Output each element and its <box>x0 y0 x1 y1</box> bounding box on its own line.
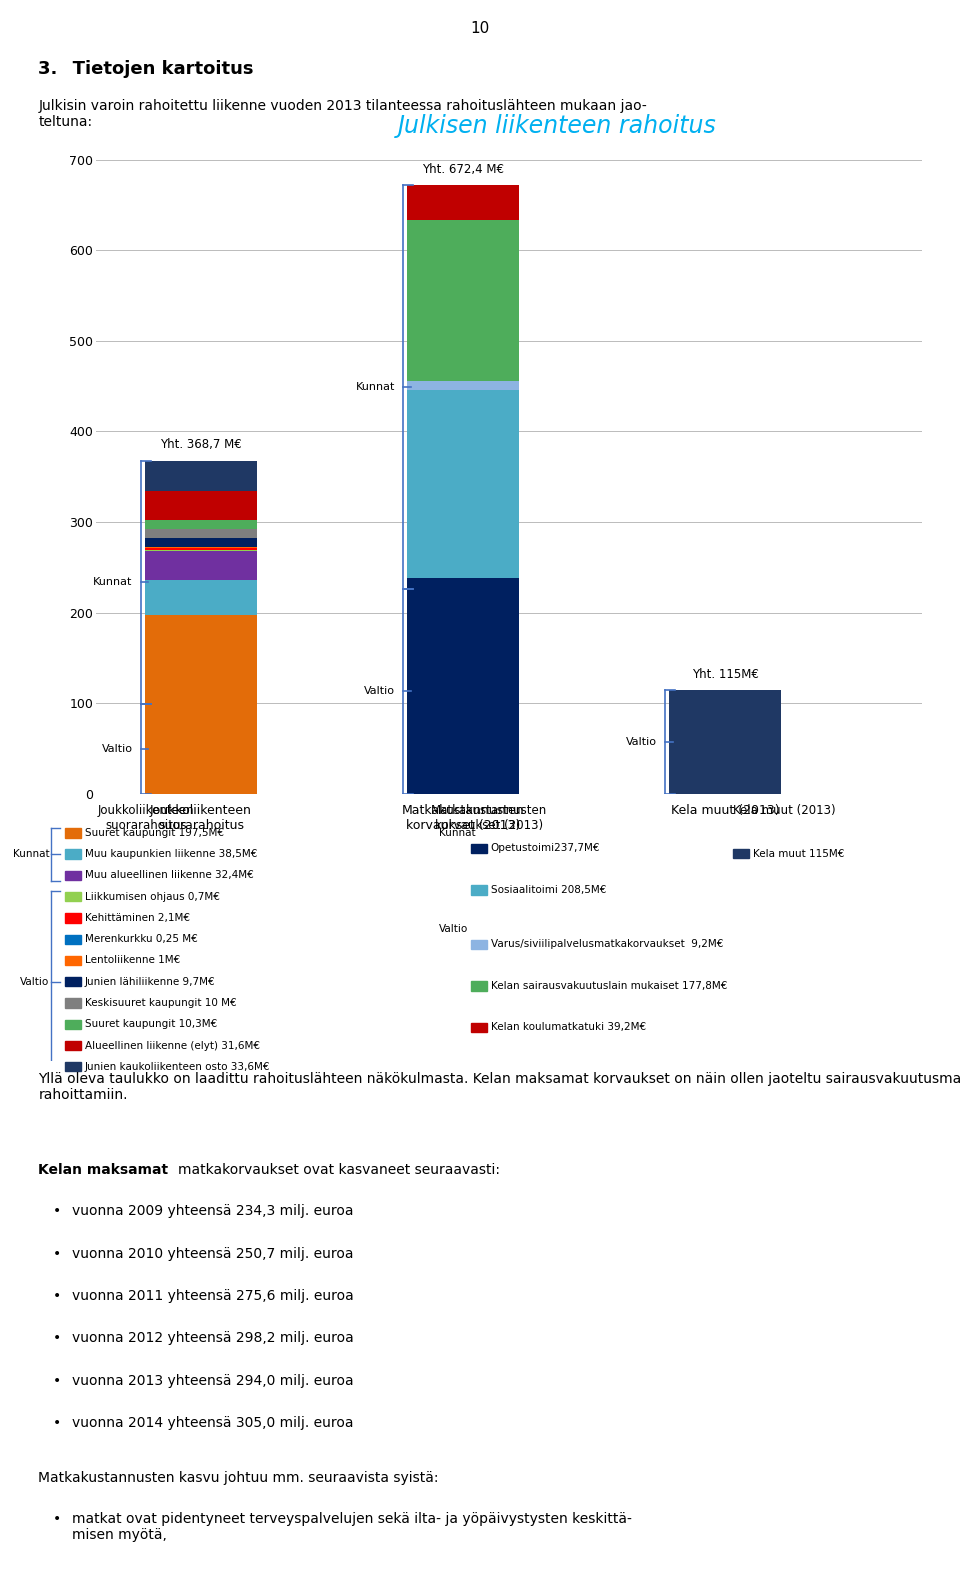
Text: Valtio: Valtio <box>440 924 468 934</box>
Text: Julkisen liikenteen rahoitus: Julkisen liikenteen rahoitus <box>397 115 716 138</box>
Bar <box>407 220 518 382</box>
Text: Kelan koulumatkatuki 39,2M€: Kelan koulumatkatuki 39,2M€ <box>491 1022 646 1033</box>
Bar <box>471 1023 488 1033</box>
Text: Yllä oleva taulukko on laadittu rahoituslähteen näkökulmasta. Kelan maksamat kor: Yllä oleva taulukko on laadittu rahoitus… <box>38 1072 960 1102</box>
Text: Junien lähiliikenne 9,7M€: Junien lähiliikenne 9,7M€ <box>84 976 215 987</box>
Text: Opetustoimi237,7M€: Opetustoimi237,7M€ <box>491 844 600 854</box>
Text: Muu kaupunkien liikenne 38,5M€: Muu kaupunkien liikenne 38,5M€ <box>84 849 257 860</box>
Bar <box>145 538 256 547</box>
Bar <box>145 490 256 520</box>
Text: Muu alueellinen liikenne 32,4M€: Muu alueellinen liikenne 32,4M€ <box>84 871 253 880</box>
Bar <box>145 461 256 490</box>
Text: Suuret kaupungit 10,3M€: Suuret kaupungit 10,3M€ <box>84 1019 217 1030</box>
Bar <box>407 390 518 578</box>
Bar <box>471 885 488 894</box>
Bar <box>65 871 82 880</box>
Bar <box>65 849 82 858</box>
Text: Matkakustannusten
korvaukset (2013): Matkakustannusten korvaukset (2013) <box>431 805 547 832</box>
Text: Junien kaukoliikenteen osto 33,6M€: Junien kaukoliikenteen osto 33,6M€ <box>84 1061 271 1072</box>
Bar <box>145 615 256 794</box>
Text: Julkisin varoin rahoitettu liikenne vuoden 2013 tilanteessa rahoituslähteen muka: Julkisin varoin rahoitettu liikenne vuod… <box>38 99 647 129</box>
Bar <box>669 690 780 794</box>
Bar <box>65 978 82 986</box>
Text: Kela muut (2013): Kela muut (2013) <box>732 805 835 817</box>
Text: Yht. 368,7 M€: Yht. 368,7 M€ <box>160 437 242 451</box>
Text: Matkakustannusten kasvu johtuu mm. seuraavista syistä:: Matkakustannusten kasvu johtuu mm. seura… <box>38 1471 439 1486</box>
Text: vuonna 2014 yhteensä 305,0 milj. euroa: vuonna 2014 yhteensä 305,0 milj. euroa <box>72 1416 353 1431</box>
Text: Sosiaalitoimi 208,5M€: Sosiaalitoimi 208,5M€ <box>491 885 606 894</box>
Bar <box>407 578 518 794</box>
Text: Kelan maksamat: Kelan maksamat <box>38 1163 174 1177</box>
Text: Varus/siviilipalvelusmatkakorvaukset  9,2M€: Varus/siviilipalvelusmatkakorvaukset 9,2… <box>491 940 723 949</box>
Text: Valtio: Valtio <box>364 687 395 696</box>
Text: Kunnat: Kunnat <box>12 849 50 860</box>
Text: vuonna 2011 yhteensä 275,6 milj. euroa: vuonna 2011 yhteensä 275,6 milj. euroa <box>72 1289 353 1303</box>
Text: Keskisuuret kaupungit 10 M€: Keskisuuret kaupungit 10 M€ <box>84 998 236 1008</box>
Text: Yht. 115M€: Yht. 115M€ <box>691 668 758 681</box>
Bar <box>65 934 82 943</box>
Bar <box>145 580 256 615</box>
Text: •: • <box>53 1289 61 1303</box>
Text: •: • <box>53 1247 61 1261</box>
Text: •: • <box>53 1512 61 1526</box>
Bar <box>65 891 82 901</box>
Text: Yht. 672,4 M€: Yht. 672,4 M€ <box>422 162 504 176</box>
Text: •: • <box>53 1374 61 1388</box>
Text: Suuret kaupungit 197,5M€: Suuret kaupungit 197,5M€ <box>84 828 224 838</box>
Text: •: • <box>53 1416 61 1431</box>
Bar <box>65 998 82 1008</box>
Bar <box>145 549 256 550</box>
Bar <box>65 1063 82 1072</box>
Text: 3.  Tietojen kartoitus: 3. Tietojen kartoitus <box>38 60 253 77</box>
Text: vuonna 2013 yhteensä 294,0 milj. euroa: vuonna 2013 yhteensä 294,0 milj. euroa <box>72 1374 353 1388</box>
Bar <box>471 844 488 854</box>
Text: Valtio: Valtio <box>102 744 132 755</box>
Text: Alueellinen liikenne (elyt) 31,6M€: Alueellinen liikenne (elyt) 31,6M€ <box>84 1041 260 1050</box>
Bar <box>145 550 256 580</box>
Text: matkakorvaukset ovat kasvaneet seuraavasti:: matkakorvaukset ovat kasvaneet seuraavas… <box>178 1163 499 1177</box>
Text: vuonna 2010 yhteensä 250,7 milj. euroa: vuonna 2010 yhteensä 250,7 milj. euroa <box>72 1247 353 1261</box>
Text: 10: 10 <box>470 20 490 36</box>
Bar <box>145 530 256 538</box>
Bar <box>65 828 82 838</box>
Text: matkat ovat pidentyneet terveyspalvelujen sekä ilta- ja yöpäivystysten keskittä-: matkat ovat pidentyneet terveyspalveluje… <box>72 1512 632 1542</box>
Text: Kunnat: Kunnat <box>440 828 476 838</box>
Bar <box>407 382 518 390</box>
Text: vuonna 2009 yhteensä 234,3 milj. euroa: vuonna 2009 yhteensä 234,3 milj. euroa <box>72 1204 353 1218</box>
Text: vuonna 2012 yhteensä 298,2 milj. euroa: vuonna 2012 yhteensä 298,2 milj. euroa <box>72 1331 353 1346</box>
Text: Joukkoliikenteen
suorarahoitus: Joukkoliikenteen suorarahoitus <box>98 805 195 832</box>
Text: Kunnat: Kunnat <box>93 577 132 588</box>
Bar <box>471 940 488 949</box>
Text: Liikkumisen ohjaus 0,7M€: Liikkumisen ohjaus 0,7M€ <box>84 891 220 902</box>
Text: Merenkurkku 0,25 M€: Merenkurkku 0,25 M€ <box>84 934 198 945</box>
Text: Lentoliikenne 1M€: Lentoliikenne 1M€ <box>84 956 180 965</box>
Bar <box>65 1041 82 1050</box>
Text: Valtio: Valtio <box>626 737 657 747</box>
Bar <box>145 520 256 530</box>
Text: •: • <box>53 1331 61 1346</box>
Text: Kunnat: Kunnat <box>355 382 395 391</box>
Text: Kelan sairausvakuutuslain mukaiset 177,8M€: Kelan sairausvakuutuslain mukaiset 177,8… <box>491 981 728 990</box>
Bar <box>65 1020 82 1030</box>
Bar <box>471 981 488 990</box>
Text: Valtio: Valtio <box>20 976 50 987</box>
Bar <box>65 913 82 923</box>
Bar <box>732 849 749 858</box>
Text: •: • <box>53 1204 61 1218</box>
Bar <box>65 956 82 965</box>
Text: Kehittäminen 2,1M€: Kehittäminen 2,1M€ <box>84 913 190 923</box>
Text: Kela muut 115M€: Kela muut 115M€ <box>753 849 844 858</box>
Bar <box>407 184 518 220</box>
